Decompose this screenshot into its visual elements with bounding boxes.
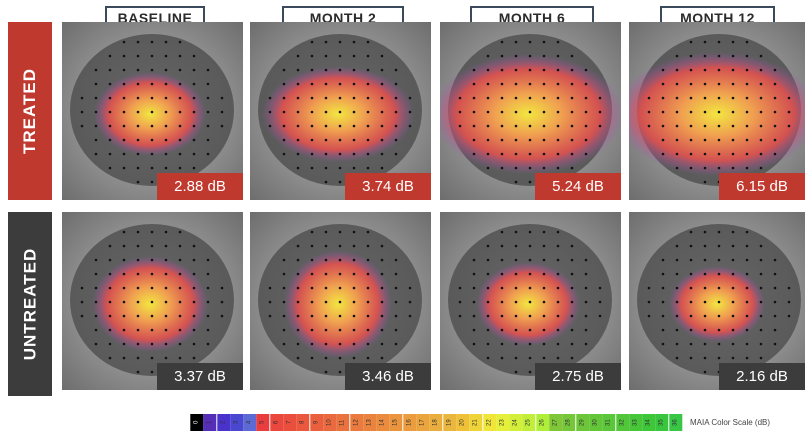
scale-cell: 26 [536, 414, 549, 431]
scale-cell: 2 [217, 414, 230, 431]
scale-cell: 20 [456, 414, 469, 431]
row-label: TREATED [8, 22, 52, 200]
value-badge: 5.24 dB [535, 173, 621, 200]
fundus-panel: 3.37 dB [62, 212, 243, 390]
fundus-panel: 2.75 dB [440, 212, 621, 390]
scale-cell: 13 [363, 414, 376, 431]
fundus-panel: 2.16 dB [629, 212, 805, 390]
scale-cell: 29 [576, 414, 589, 431]
row-label: UNTREATED [8, 212, 52, 396]
scale-cell: 24 [509, 414, 522, 431]
fundus-panel: 6.15 dB [629, 22, 805, 200]
scale-cell: 31 [602, 414, 615, 431]
scale-cell: 6 [270, 414, 283, 431]
scale-cell: 27 [549, 414, 562, 431]
value-badge: 3.74 dB [345, 173, 431, 200]
value-badge: 2.16 dB [719, 363, 805, 390]
fundus-panel: 2.88 dB [62, 22, 243, 200]
scale-cell: 0 [190, 414, 203, 431]
scale-label: MAIA Color Scale (dB) [690, 418, 770, 427]
scale-cell: 16 [403, 414, 416, 431]
scale-cell: 34 [642, 414, 655, 431]
scale-cell: 18 [429, 414, 442, 431]
scale-cell: 10 [323, 414, 336, 431]
scale-cell: 25 [522, 414, 535, 431]
scale-cell: 3 [230, 414, 243, 431]
scale-cell: 9 [310, 414, 323, 431]
value-badge: 3.37 dB [157, 363, 243, 390]
fundus-panel: 3.74 dB [250, 22, 431, 200]
value-badge: 2.88 dB [157, 173, 243, 200]
value-badge: 2.75 dB [535, 363, 621, 390]
scale-cell: 35 [655, 414, 668, 431]
row-label-text: TREATED [20, 68, 40, 154]
page: BASELINEMONTH 2MONTH 6MONTH 12TREATED 2.… [0, 0, 805, 432]
scale-cell: 8 [296, 414, 309, 431]
scale-cell: 28 [562, 414, 575, 431]
scale-cell: 1 [203, 414, 216, 431]
scale-cell: 36 [669, 414, 682, 431]
value-badge: 6.15 dB [719, 173, 805, 200]
scale-cell: 12 [350, 414, 363, 431]
scale-cell: 19 [443, 414, 456, 431]
scale-cell: 23 [496, 414, 509, 431]
scale-cell: 32 [616, 414, 629, 431]
scale-cell: 33 [629, 414, 642, 431]
scale-cell: 30 [589, 414, 602, 431]
scale-cell: 14 [376, 414, 389, 431]
scale-cell: 4 [243, 414, 256, 431]
fundus-panel: 5.24 dB [440, 22, 621, 200]
scale-cell: 7 [283, 414, 296, 431]
scale-cell: 22 [483, 414, 496, 431]
scale-cell: 15 [389, 414, 402, 431]
scale-cell: 21 [469, 414, 482, 431]
scale-cell: 11 [336, 414, 349, 431]
fundus-panel: 3.46 dB [250, 212, 431, 390]
row-label-text: UNTREATED [20, 248, 40, 361]
value-badge: 3.46 dB [345, 363, 431, 390]
scale-cell: 5 [256, 414, 269, 431]
scale-cell: 17 [416, 414, 429, 431]
